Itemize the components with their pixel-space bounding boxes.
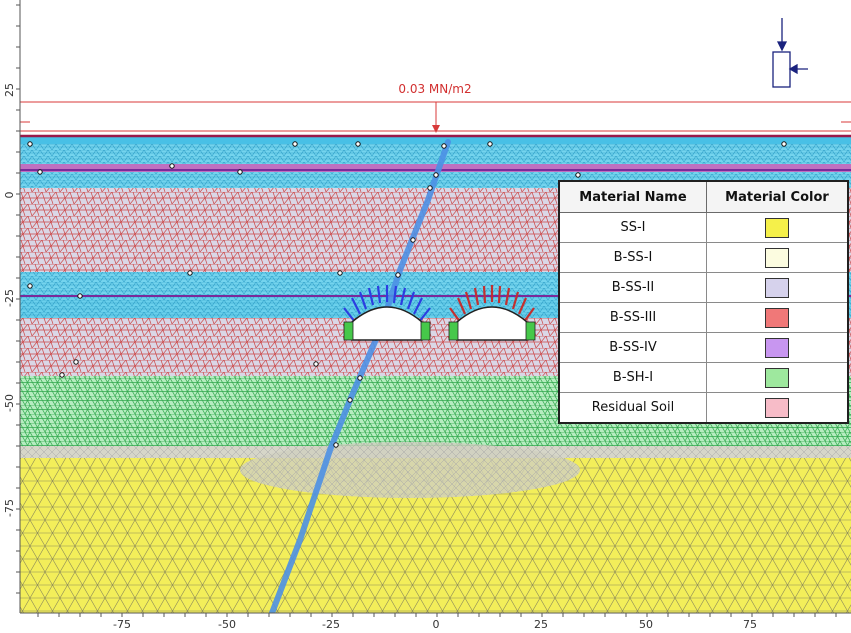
x-tick-label: 75 <box>743 618 757 631</box>
node-point <box>428 186 432 190</box>
x-tick-label: -75 <box>113 618 131 631</box>
rock-bolt <box>499 286 500 303</box>
material-swatch <box>765 398 789 418</box>
x-tick-label: -25 <box>322 618 340 631</box>
node-point <box>396 273 400 277</box>
material-swatch <box>765 338 789 358</box>
material-color-cell <box>707 333 849 363</box>
node-point <box>576 173 580 177</box>
material-color-cell <box>707 273 849 303</box>
load-magnitude-label: 0.03 MN/m2 <box>360 82 510 96</box>
mesh-refinement-zone-mesh <box>240 442 580 498</box>
node-point <box>411 238 415 242</box>
node-point <box>782 142 786 146</box>
node-point <box>314 362 318 366</box>
node-point <box>38 170 42 174</box>
material-color-cell <box>707 243 849 273</box>
node-point <box>74 360 78 364</box>
node-point <box>442 144 446 148</box>
y-tick-label: -25 <box>3 289 16 307</box>
material-color-cell <box>707 213 849 243</box>
layer-cyan-1-mesh <box>20 144 851 164</box>
legend-header-name: Material Name <box>559 181 707 213</box>
x-tick-label: 50 <box>639 618 653 631</box>
material-color-cell <box>707 393 849 424</box>
y-tick-label: -50 <box>3 394 16 412</box>
distributed-load <box>20 102 851 133</box>
tunnel-wall-support <box>344 322 353 340</box>
material-name: B-SS-I <box>559 243 707 273</box>
y-tick-label: 25 <box>3 83 16 97</box>
node-point <box>356 142 360 146</box>
boundary-support-icon <box>773 18 808 87</box>
node-point <box>238 170 242 174</box>
material-swatch <box>765 278 789 298</box>
material-legend: Material Name Material Color SS-I B-SS-I… <box>558 180 849 424</box>
legend-row: SS-I <box>559 213 848 243</box>
node-point <box>188 271 192 275</box>
x-tick-label: -50 <box>218 618 236 631</box>
node-point <box>28 284 32 288</box>
material-swatch <box>765 218 789 238</box>
legend-row: Residual Soil <box>559 393 848 424</box>
material-swatch <box>765 308 789 328</box>
legend-row: B-SS-III <box>559 303 848 333</box>
material-name: Residual Soil <box>559 393 707 424</box>
node-point <box>488 142 492 146</box>
node-point <box>293 142 297 146</box>
y-tick-label: 0 <box>3 192 16 199</box>
rock-bolt <box>484 286 485 303</box>
legend-header-row: Material Name Material Color <box>559 181 848 213</box>
tunnel-wall-support <box>526 322 535 340</box>
material-name: B-SS-IV <box>559 333 707 363</box>
tunnel-wall-support <box>421 322 430 340</box>
material-name: SS-I <box>559 213 707 243</box>
tunnel-wall-support <box>449 322 458 340</box>
legend-row: B-SH-I <box>559 363 848 393</box>
material-swatch <box>765 368 789 388</box>
legend-row: B-SS-I <box>559 243 848 273</box>
material-color-cell <box>707 303 849 333</box>
node-point <box>338 271 342 275</box>
node-point <box>60 373 64 377</box>
legend-row: B-SS-IV <box>559 333 848 363</box>
x-tick-label: 0 <box>433 618 440 631</box>
y-tick-label: -75 <box>3 499 16 517</box>
node-point <box>434 173 438 177</box>
node-point <box>334 443 338 447</box>
material-name: B-SS-II <box>559 273 707 303</box>
load-arrow-head <box>432 125 440 133</box>
node-point <box>170 164 174 168</box>
legend-row: B-SS-II <box>559 273 848 303</box>
material-color-cell <box>707 363 849 393</box>
material-name: B-SS-III <box>559 303 707 333</box>
material-swatch <box>765 248 789 268</box>
node-point <box>28 142 32 146</box>
legend-header-color: Material Color <box>707 181 849 213</box>
node-point <box>358 376 362 380</box>
material-name: B-SH-I <box>559 363 707 393</box>
node-point <box>348 398 352 402</box>
node-point <box>78 294 82 298</box>
x-tick-label: 25 <box>534 618 548 631</box>
